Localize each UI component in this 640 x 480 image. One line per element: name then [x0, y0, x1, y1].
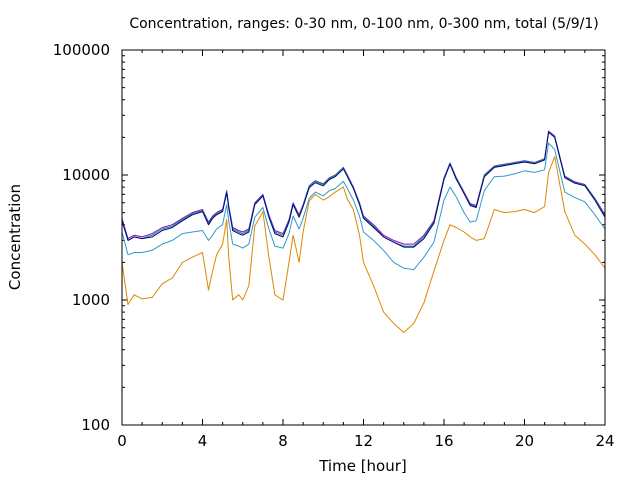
- x-tick-label: 20: [515, 432, 534, 450]
- y-tick-label: 100000: [53, 41, 110, 59]
- x-axis-label: Time [hour]: [318, 457, 407, 475]
- plot-frame: [121, 49, 606, 426]
- series-line-4: [121, 131, 606, 248]
- data-lines: [121, 130, 606, 333]
- series-line-1: [121, 142, 606, 271]
- x-tick-label: 0: [117, 432, 127, 450]
- y-tick-label: 1000: [72, 291, 110, 309]
- y-tick-label: 10000: [62, 166, 110, 184]
- series-line-3: [121, 131, 606, 247]
- series-line-2: [121, 130, 606, 245]
- x-tick-label: 12: [354, 432, 373, 450]
- x-tick-label: 16: [434, 432, 453, 450]
- y-axis-label: Concentration: [6, 184, 24, 290]
- x-tick-label: 24: [595, 432, 614, 450]
- x-tick-label: 4: [198, 432, 208, 450]
- chart-title: Concentration, ranges: 0-30 nm, 0-100 nm…: [129, 16, 598, 32]
- x-tick-label: 8: [278, 432, 288, 450]
- y-tick-label: 100: [81, 416, 110, 434]
- axis-ticks: 0 4 8 12 16 20 24 100 1000 10000 100000: [53, 41, 615, 450]
- series-line-0: [121, 156, 606, 333]
